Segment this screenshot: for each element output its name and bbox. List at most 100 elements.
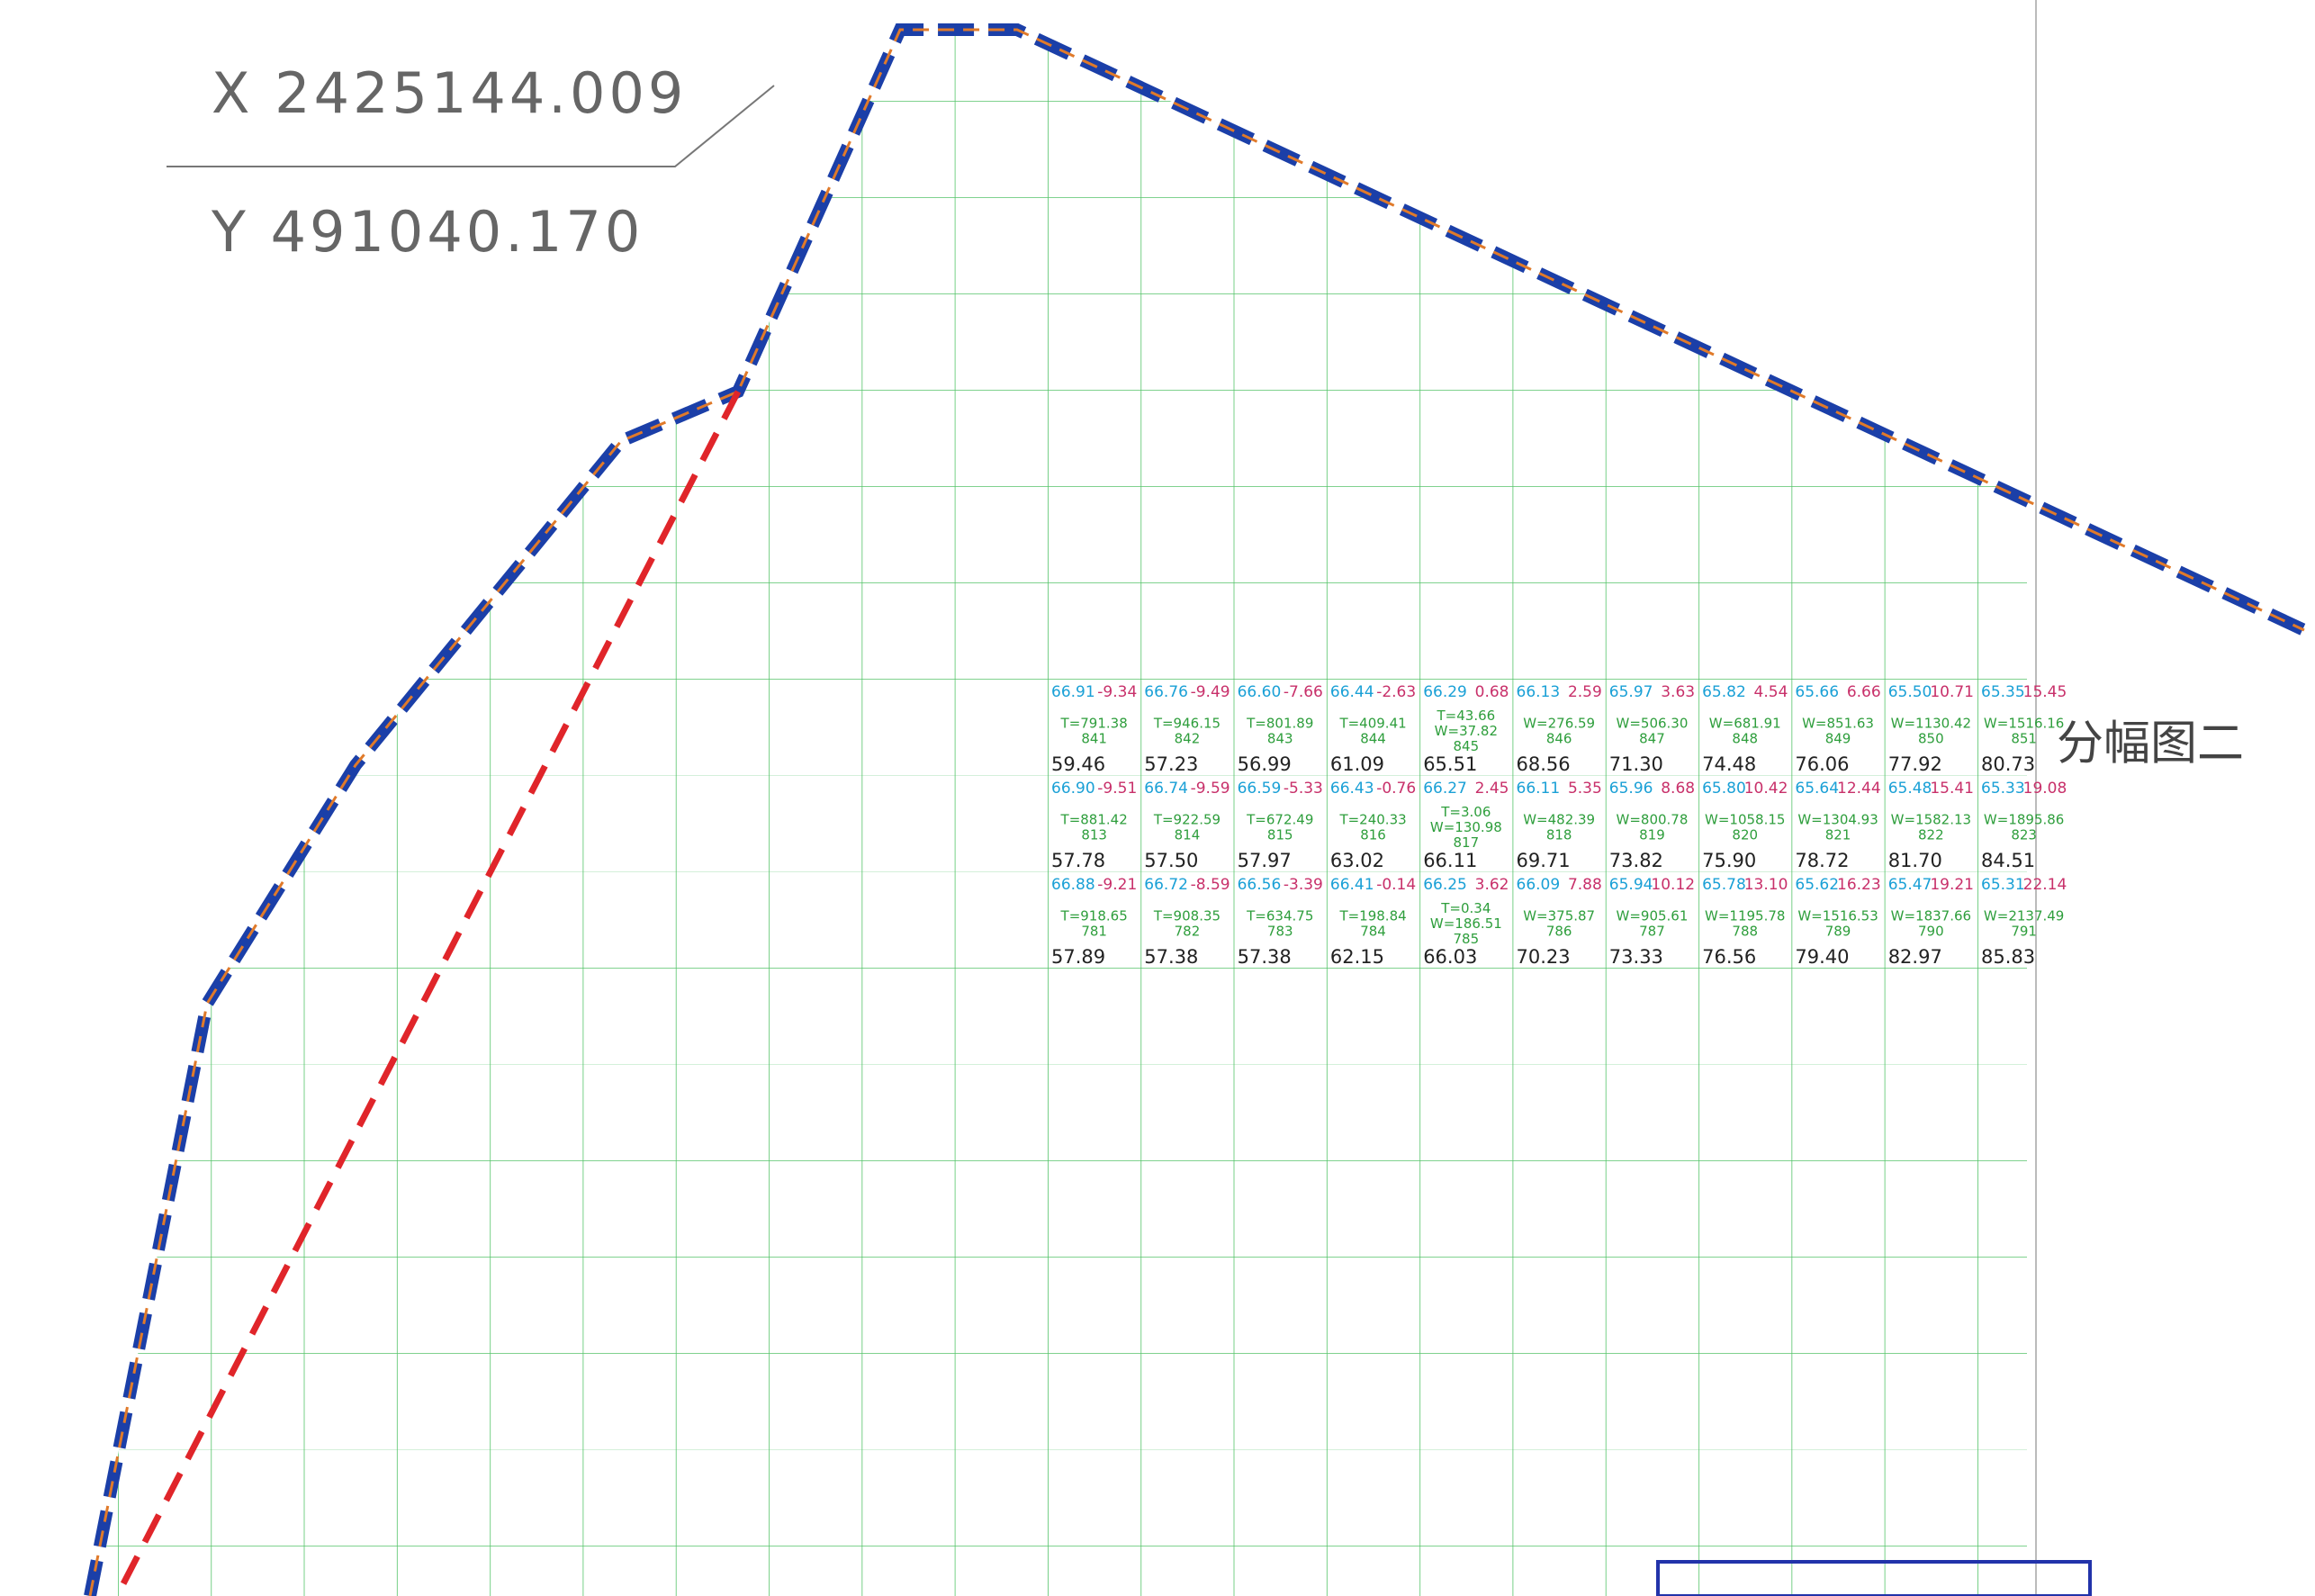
volume: W=1516.53: [1797, 908, 1878, 924]
cell-id: 844: [1360, 731, 1386, 747]
design-elevation: 66.72: [1144, 876, 1188, 894]
design-elevation: 65.35: [1981, 683, 2025, 701]
volume: T=791.38: [1060, 716, 1128, 732]
volume: W=37.82: [1435, 723, 1498, 739]
cut-fill-height: -7.66: [1284, 683, 1323, 701]
cell-id: 850: [1918, 731, 1944, 747]
design-elevation: 66.11: [1517, 780, 1561, 798]
ground-elevation: 81.70: [1888, 850, 1942, 871]
ground-elevation: 76.56: [1702, 946, 1756, 968]
boundary-inner: [88, 28, 2305, 1596]
volume: W=1582.13: [1891, 812, 1971, 828]
cut-fill-height: 13.10: [1744, 876, 1788, 894]
cut-fill-height: 8.68: [1661, 780, 1695, 798]
cell-id: 842: [1175, 731, 1201, 747]
design-elevation: 65.66: [1795, 683, 1839, 701]
volume: T=240.33: [1338, 812, 1406, 828]
ground-elevation: 79.40: [1795, 946, 1849, 968]
ground-elevation: 65.51: [1423, 753, 1477, 775]
ground-elevation: 80.73: [1981, 753, 2035, 775]
cell-id: 843: [1267, 731, 1293, 747]
cut-fill-height: 7.88: [1568, 876, 1602, 894]
design-elevation: 65.78: [1702, 876, 1746, 894]
volume: W=905.61: [1617, 908, 1689, 924]
design-elevation: 66.27: [1423, 780, 1467, 798]
ground-elevation: 82.97: [1888, 946, 1942, 968]
volume: W=851.63: [1802, 716, 1874, 732]
volume: W=1895.86: [1984, 812, 2064, 828]
design-elevation: 66.09: [1517, 876, 1561, 894]
volume: T=672.49: [1246, 812, 1313, 828]
cut-fill-height: -3.39: [1284, 876, 1323, 894]
design-elevation: 65.97: [1609, 683, 1653, 701]
volume: W=1304.93: [1797, 812, 1878, 828]
cut-fill-height: 3.62: [1475, 876, 1509, 894]
cut-fill-height: -0.76: [1376, 780, 1416, 798]
cut-fill-height: -2.63: [1376, 683, 1416, 701]
cell-id: 823: [2011, 827, 2037, 843]
cell-id: 847: [1639, 731, 1665, 747]
design-elevation: 66.60: [1238, 683, 1282, 701]
ground-elevation: 66.11: [1423, 850, 1477, 871]
volume: T=946.15: [1153, 716, 1221, 732]
volume: T=922.59: [1153, 812, 1221, 828]
cut-fill-height: 4.54: [1754, 683, 1788, 701]
design-elevation: 65.31: [1981, 876, 2025, 894]
cell-id: 821: [1825, 827, 1851, 843]
cut-fill-height: -9.59: [1191, 780, 1230, 798]
ground-elevation: 71.30: [1609, 753, 1663, 775]
ground-elevation: 78.72: [1795, 850, 1849, 871]
design-elevation: 66.41: [1330, 876, 1374, 894]
cell-id: 791: [2011, 924, 2037, 940]
ground-elevation: 76.06: [1795, 753, 1849, 775]
cut-fill-height: 19.21: [1930, 876, 1974, 894]
ground-elevation: 57.97: [1238, 850, 1292, 871]
volume: T=43.66: [1437, 708, 1496, 724]
cell-id: 786: [1546, 924, 1572, 940]
cut-fill-height: 15.45: [2023, 683, 2067, 701]
design-elevation: 66.76: [1144, 683, 1188, 701]
cell-id: 849: [1825, 731, 1851, 747]
ground-elevation: 57.38: [1238, 946, 1292, 968]
volume: W=506.30: [1617, 716, 1689, 732]
ground-elevation: 85.83: [1981, 946, 2035, 968]
design-elevation: 66.56: [1238, 876, 1282, 894]
cell-id: 816: [1360, 827, 1386, 843]
cut-fill-height: 2.59: [1568, 683, 1602, 701]
cell-id: 846: [1546, 731, 1572, 747]
cell-id: 785: [1454, 931, 1480, 947]
leader-line: [167, 85, 775, 167]
cut-fill-height: -9.21: [1097, 876, 1137, 894]
cut-fill-height: 0.68: [1475, 683, 1509, 701]
cell-id: 820: [1732, 827, 1758, 843]
ground-elevation: 57.78: [1051, 850, 1105, 871]
volume: W=1195.78: [1705, 908, 1785, 924]
cell-id: 819: [1639, 827, 1665, 843]
volume: W=130.98: [1430, 819, 1502, 835]
ground-elevation: 62.15: [1330, 946, 1384, 968]
cut-fill-height: -0.14: [1376, 876, 1416, 894]
design-elevation: 66.25: [1423, 876, 1467, 894]
ground-elevation: 61.09: [1330, 753, 1384, 775]
cut-fill-height: 6.66: [1847, 683, 1881, 701]
volume: T=908.35: [1153, 908, 1221, 924]
cell-id: 790: [1918, 924, 1944, 940]
cut-fill-height: 16.23: [1837, 876, 1881, 894]
design-elevation: 65.48: [1888, 780, 1932, 798]
cut-fill-height: -9.51: [1097, 780, 1137, 798]
volume: T=801.89: [1246, 716, 1313, 732]
ground-elevation: 74.48: [1702, 753, 1756, 775]
design-elevation: 65.47: [1888, 876, 1932, 894]
cell-id: 845: [1454, 738, 1480, 754]
ground-elevation: 59.46: [1051, 753, 1105, 775]
cut-fill-height: -9.34: [1097, 683, 1137, 701]
ground-elevation: 57.89: [1051, 946, 1105, 968]
volume: T=3.06: [1440, 804, 1491, 820]
ground-elevation: 66.03: [1423, 946, 1477, 968]
cell-id: 788: [1732, 924, 1758, 940]
cell-id: 814: [1175, 827, 1201, 843]
ground-elevation: 75.90: [1702, 850, 1756, 871]
cut-fill-height: -9.49: [1191, 683, 1230, 701]
ground-elevation: 68.56: [1517, 753, 1571, 775]
